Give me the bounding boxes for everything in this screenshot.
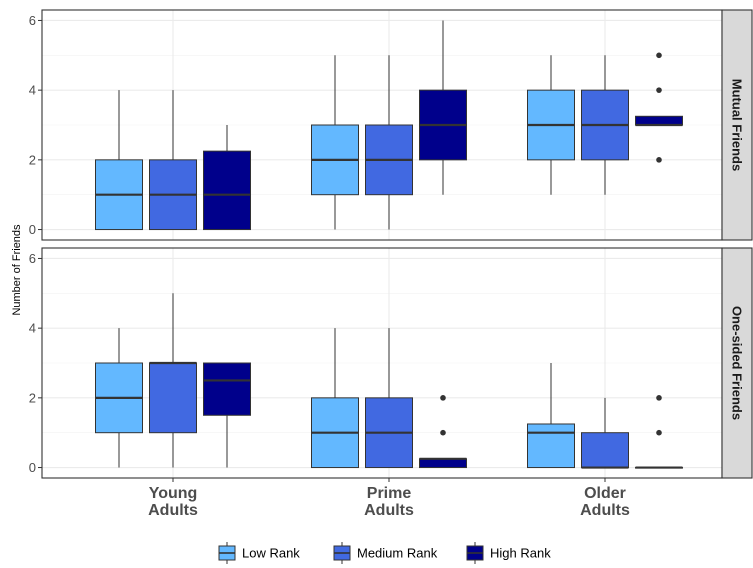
box-low-rank (527, 55, 575, 195)
y-axis-label: Number of Friends (11, 224, 23, 316)
box-low-rank (95, 328, 143, 468)
facet-strip-label: One-sided Friends (730, 306, 745, 420)
box-body (203, 150, 251, 231)
box-low-rank (311, 55, 359, 230)
legend-label: Low Rank (242, 546, 300, 561)
x-tick-label: Prime Adults (364, 485, 414, 519)
box-medium-rank (365, 55, 413, 230)
y-tick-label: 2 (29, 152, 36, 167)
outlier-point (440, 395, 446, 401)
facet-strip (721, 9, 753, 241)
y-tick-label: 4 (29, 321, 36, 336)
box-body (581, 432, 629, 469)
box-medium-rank (149, 90, 197, 231)
box-body (203, 362, 251, 416)
box-body (527, 423, 575, 469)
outlier-point (656, 87, 662, 93)
box-medium-rank (365, 328, 413, 469)
legend-item: High Rank (466, 542, 551, 564)
outlier-point (656, 52, 662, 59)
box-high-rank (203, 362, 251, 468)
outlier-point (656, 395, 662, 401)
facet-strip (721, 247, 753, 479)
box-body (419, 458, 467, 469)
y-tick-label: 4 (29, 83, 36, 98)
box-high-rank (635, 395, 683, 469)
y-tick-label: 2 (29, 390, 36, 405)
legend-label: High Rank (490, 546, 551, 561)
facet-strip-label: Mutual Friends (730, 79, 745, 171)
box-medium-rank (149, 293, 197, 468)
panel-0: 0 2 4 6 Mutual Friends (29, 9, 753, 241)
box-high-rank (419, 20, 467, 195)
box-high-rank (635, 52, 683, 163)
box-high-rank (419, 395, 467, 469)
outlier-point (440, 429, 446, 436)
legend-item: Medium Rank (333, 542, 438, 564)
box-medium-rank (581, 55, 629, 195)
legend-item: Low Rank (218, 542, 300, 564)
box-body (149, 362, 197, 434)
box-low-rank (95, 90, 143, 231)
y-tick-label: 0 (29, 222, 36, 237)
outlier-point (656, 157, 662, 163)
box-low-rank (311, 328, 359, 469)
legend-label: Medium Rank (357, 546, 438, 561)
box-high-rank (203, 125, 251, 231)
panel-1: 0 2 4 6 One-sided Friends (29, 247, 753, 479)
x-tick-label: Young Adults (148, 485, 198, 519)
box-medium-rank (581, 397, 629, 469)
box-low-rank (527, 363, 575, 469)
box-body (635, 115, 683, 126)
x-tick-label: Older Adults (580, 485, 630, 519)
y-tick-label: 6 (29, 13, 36, 28)
y-tick-label: 6 (29, 251, 36, 266)
outlier-point (656, 429, 662, 436)
y-tick-label: 0 (29, 460, 36, 475)
